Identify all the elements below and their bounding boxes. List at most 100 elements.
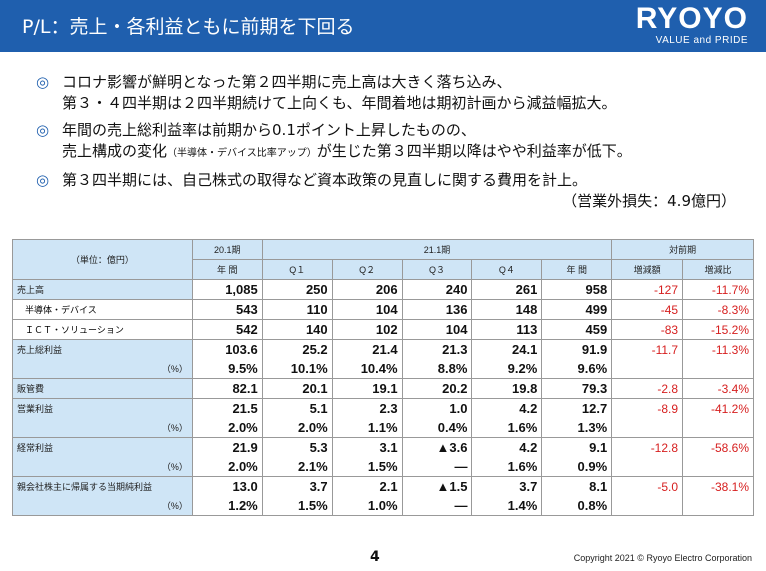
bullet-1: ◎ コロナ影響が鮮明となった第２四半期に売上高は大きく落ち込み、 第３・４四半期… [36,72,756,114]
bullet-mark-icon: ◎ [36,73,50,91]
cell: 19.1 [331,378,403,399]
cell: 4.2 [471,437,543,457]
col-q4: Q４ [471,259,543,280]
diff-cell: -12.8 [611,437,684,457]
diff-cell: -8.9 [611,398,684,418]
row-label: 半導体・デバイス [12,299,193,320]
cell: 1.0 [401,398,473,418]
cell: 136 [401,299,473,320]
diff-cell: -45 [611,299,684,320]
cell: 1.6% [471,457,543,477]
cell: 8.1 [541,476,613,496]
summary-bullets: ◎ コロナ影響が鮮明となった第２四半期に売上高は大きく落ち込み、 第３・４四半期… [36,72,756,218]
row-label: 売上総利益 [12,339,193,359]
cell: 1.5% [331,457,403,477]
col-ratio: 増減比 [682,259,754,280]
col-q1: Q１ [261,259,333,280]
bullet-3-line1: 第３四半期には、自己株式の取得など資本政策の見直しに関する費用を計上。 [62,171,588,189]
cell: 240 [401,279,473,300]
table-row: （%） 2.0% 2.0% 1.1% 0.4% 1.6% 1.3% [12,418,754,438]
row-label: 売上高 [12,279,193,300]
cell: 2.0% [261,418,333,438]
diff-cell: -5.0 [611,476,684,496]
ratio-cell: -3.4% [682,378,754,399]
slide-title: P/L：売上・各利益ともに前期を下回る [22,16,355,38]
bullet-2-small: （半導体・デバイス比率アップ） [167,148,317,159]
cell: 104 [401,319,473,340]
cell: 1.1% [331,418,403,438]
table-row: （%） 2.0% 2.1% 1.5% ― 1.6% 0.9% [12,457,754,477]
cell: 140 [261,319,333,340]
company-logo: RYOYO VALUE and PRIDE [636,3,748,47]
cell: 459 [541,319,613,340]
table-row: 売上高 1,085 250 206 240 261 958 -127 -11.7… [12,279,754,300]
table-row: 親会社株主に帰属する当期純利益 13.0 3.7 2.1 ▲1.5 3.7 8.… [12,476,754,496]
cell: 5.3 [261,437,333,457]
col-fy20-year: 年 間 [191,259,263,280]
ratio-cell: -15.2% [682,319,754,340]
cell: 250 [261,279,333,300]
cell: 110 [261,299,333,320]
cell: 543 [191,299,263,320]
cell: 499 [541,299,613,320]
cell: 206 [331,279,403,300]
cell: 20.2 [401,378,473,399]
cell-negative: ▲1.5 [401,476,473,496]
row-label: 経常利益 [12,437,193,457]
cell: 113 [471,319,543,340]
col-diff: 増減額 [611,259,684,280]
ratio-cell: -38.1% [682,476,754,496]
cell: 21.3 [401,339,473,359]
bullet-mark-icon: ◎ [36,121,50,139]
page-number: 4 [370,549,380,565]
cell: 103.6 [191,339,263,359]
table-row: 売上総利益 103.6 25.2 21.4 21.3 24.1 91.9 -11… [12,339,754,359]
cell: 958 [541,279,613,300]
ratio-cell: -11.3% [682,339,754,359]
row-label: 親会社株主に帰属する当期純利益 [12,476,193,496]
header-row-1: （単位：億円） 20.1期 21.1期 対前期 [12,239,754,280]
bullet-2-line2b: が生じた第３四半期以降はやや利益率が低下。 [316,142,632,160]
cell: 10.4% [331,359,403,379]
cell: 1.5% [261,496,333,516]
pct-label: （%） [12,457,193,477]
cell: 9.5% [191,359,263,379]
diff-cell [611,457,684,477]
cell-negative: ▲3.6 [401,437,473,457]
cell: 1.2% [191,496,263,516]
cell: 0.4% [401,418,473,438]
cell: 21.4 [331,339,403,359]
cell: 24.1 [471,339,543,359]
cell: 1.4% [471,496,543,516]
cell: 21.9 [191,437,263,457]
fy20-header: 20.1期 [191,239,263,260]
cell: 3.7 [471,476,543,496]
logo-tagline: VALUE and PRIDE [655,35,748,46]
cell: 1.6% [471,418,543,438]
ratio-cell [682,418,754,438]
cell: 21.5 [191,398,263,418]
row-label: 販管費 [12,378,193,399]
cell: 2.0% [191,418,263,438]
col-fy21-year: 年 間 [541,259,613,280]
cell: 2.3 [331,398,403,418]
cell: 261 [471,279,543,300]
bullet-2-line1: 年間の売上総利益率は前期から0.1ポイント上昇したものの、 [62,121,476,139]
cell: 9.6% [541,359,613,379]
bullet-2: ◎ 年間の売上総利益率は前期から0.1ポイント上昇したものの、 売上構成の変化（… [36,120,756,164]
cell: 13.0 [191,476,263,496]
cell: 0.9% [541,457,613,477]
cell: 0.8% [541,496,613,516]
cell: 20.1 [261,378,333,399]
bullet-2-line2a: 売上構成の変化 [62,142,168,160]
bullet-3: ◎ 第３四半期には、自己株式の取得など資本政策の見直しに関する費用を計上。 （営… [36,170,756,212]
ratio-cell [682,359,754,379]
cell: 10.1% [261,359,333,379]
cell: 9.1 [541,437,613,457]
table-row: ＩＣＴ・ソリューション 542 140 102 104 113 459 -83 … [12,319,754,340]
ratio-cell: -8.3% [682,299,754,320]
ratio-cell: -58.6% [682,437,754,457]
cell: 2.0% [191,457,263,477]
vs-prev-header: 対前期 [611,239,754,260]
diff-cell: -127 [611,279,684,300]
